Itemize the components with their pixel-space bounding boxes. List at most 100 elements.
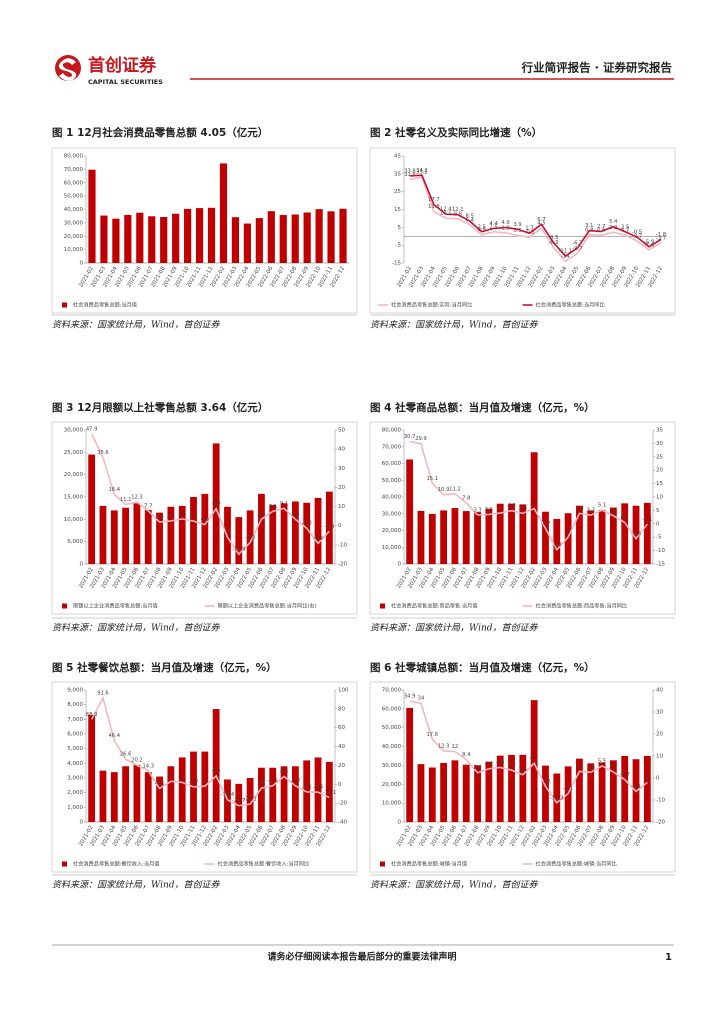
data-label: -4 (259, 781, 265, 787)
bar (496, 503, 504, 564)
y-tick-label: 10,000 (64, 517, 84, 523)
data-label: -2.7 (188, 779, 198, 785)
data-label: 3.1 (167, 774, 175, 780)
data-label: 91.6 (97, 690, 109, 696)
legend-label: 社会消费品零售总额:当月同比 (536, 301, 605, 309)
chart: -15-55152535452021-022021-032021-042021-… (369, 147, 676, 314)
data-label: -6 (225, 530, 230, 536)
bar (190, 497, 197, 564)
data-label: 7.8 (462, 495, 470, 501)
bar (148, 216, 156, 263)
legend-label: 限额以上企业消费品零售总额:当月值 (73, 602, 158, 610)
bar (643, 502, 651, 564)
bar (184, 208, 192, 263)
data-label: 3.6 (507, 763, 515, 769)
chart: 0 10,000 20,000 30,000 40,000 50,000 60,000 70,… (51, 147, 358, 314)
bar (303, 502, 311, 564)
data-label: 4.9 (501, 220, 509, 226)
company-name: 首创证券 (88, 55, 157, 76)
bar (406, 707, 414, 822)
y-tick-label: -5 (396, 243, 402, 249)
bar (519, 754, 527, 822)
y-tick-label: 30,000 (382, 511, 402, 517)
bar (496, 755, 504, 822)
data-label: 6.4 (466, 217, 475, 223)
y-tick-label: 0 (80, 562, 84, 568)
bar (291, 766, 299, 822)
data-label: -6.7 (572, 241, 582, 247)
data-label: 0.7 (621, 228, 629, 234)
data-label: -4.5 (155, 781, 165, 787)
bar (519, 504, 527, 564)
data-label: 3.1 (585, 223, 593, 229)
bar (144, 772, 152, 822)
data-label: -9.2 (313, 536, 323, 542)
bar (564, 513, 572, 564)
bar (124, 214, 132, 263)
y2-tick-label: 35 (656, 428, 663, 434)
bar (325, 491, 333, 564)
chart-frame (51, 681, 358, 873)
y-tick-label: 0 (80, 261, 84, 267)
data-label: 33.8 (404, 168, 416, 174)
bar (201, 493, 209, 564)
bar (314, 497, 322, 564)
bar (133, 503, 141, 564)
bar (99, 505, 107, 564)
figure-source: 资料来源：国家统计局，Wind，首创证券 (370, 320, 539, 331)
legend-label: 社会消费品零售总额:实际:当月同比 (391, 301, 472, 309)
y-tick-label: 30,000 (64, 220, 84, 226)
y-tick-label: 30,000 (64, 428, 84, 434)
legend-label: 社会消费品零售总额:城镇:当月值 (391, 860, 467, 868)
bar (235, 783, 243, 822)
data-label: -7.6 (644, 242, 654, 248)
y-tick-label: 15 (394, 207, 401, 213)
y2-tick-label: 80 (338, 706, 345, 712)
bar (88, 454, 96, 564)
bar (243, 223, 251, 263)
figure-title: 图 1 12月社会消费品零售总额 4.05（亿元） (52, 126, 268, 139)
y-tick-label: 70,000 (382, 444, 402, 450)
figure-source: 资料来源：国家统计局，Wind，首创证券 (52, 880, 221, 891)
y-tick-label: 70,000 (64, 167, 84, 173)
y-tick-label: 0 (398, 820, 402, 826)
data-label: -2.9 (324, 524, 334, 530)
y-tick-label: 3,000 (67, 776, 83, 782)
bar (451, 760, 459, 822)
data-label: 3.4 (257, 512, 266, 518)
bar (462, 764, 470, 822)
y-tick-label: 80,000 (64, 154, 84, 160)
line (409, 440, 648, 552)
y2-tick-label: -15 (656, 562, 665, 568)
data-label: 12.3 (131, 495, 143, 501)
bar (195, 208, 204, 263)
chart: 0 5,000 10,000 15,000 20,000 25,000 30,000 -20 -… (51, 421, 358, 615)
bar (156, 512, 163, 564)
bar (609, 507, 617, 564)
data-label: 8.4 (280, 769, 289, 775)
y-tick-label: 20,000 (64, 234, 84, 240)
legend-label: 社会消费品零售总额:城镇:当月同比 (536, 860, 617, 868)
chart: 0 10,000 20,000 30,000 40,000 50,000 60,000 70,… (369, 681, 676, 873)
data-label: -6.1 (631, 784, 641, 790)
y2-tick-label: 40 (656, 688, 663, 694)
y-tick-label: 5,000 (67, 539, 83, 545)
legend-label: 社会消费品零售总额:当月值 (73, 301, 137, 309)
data-label: 1.7 (525, 226, 533, 232)
bar (246, 778, 254, 822)
bar (474, 512, 481, 564)
figure-source: 资料来源：国家统计局，Wind，首创证券 (370, 623, 539, 634)
data-label: 15.1 (427, 476, 439, 482)
data-label: 12.1 (452, 207, 464, 213)
data-label: 30.7 (404, 434, 416, 440)
data-label: 2.7 (609, 765, 617, 771)
data-label: 11.2 (449, 486, 461, 492)
bar (136, 212, 144, 263)
y2-tick-label: -10 (338, 542, 347, 548)
data-label: -8.1 (302, 784, 312, 790)
bar (269, 505, 277, 564)
y-tick-label: 1,000 (67, 805, 83, 811)
data-label: 8.9 (212, 501, 220, 507)
bar (643, 756, 651, 822)
